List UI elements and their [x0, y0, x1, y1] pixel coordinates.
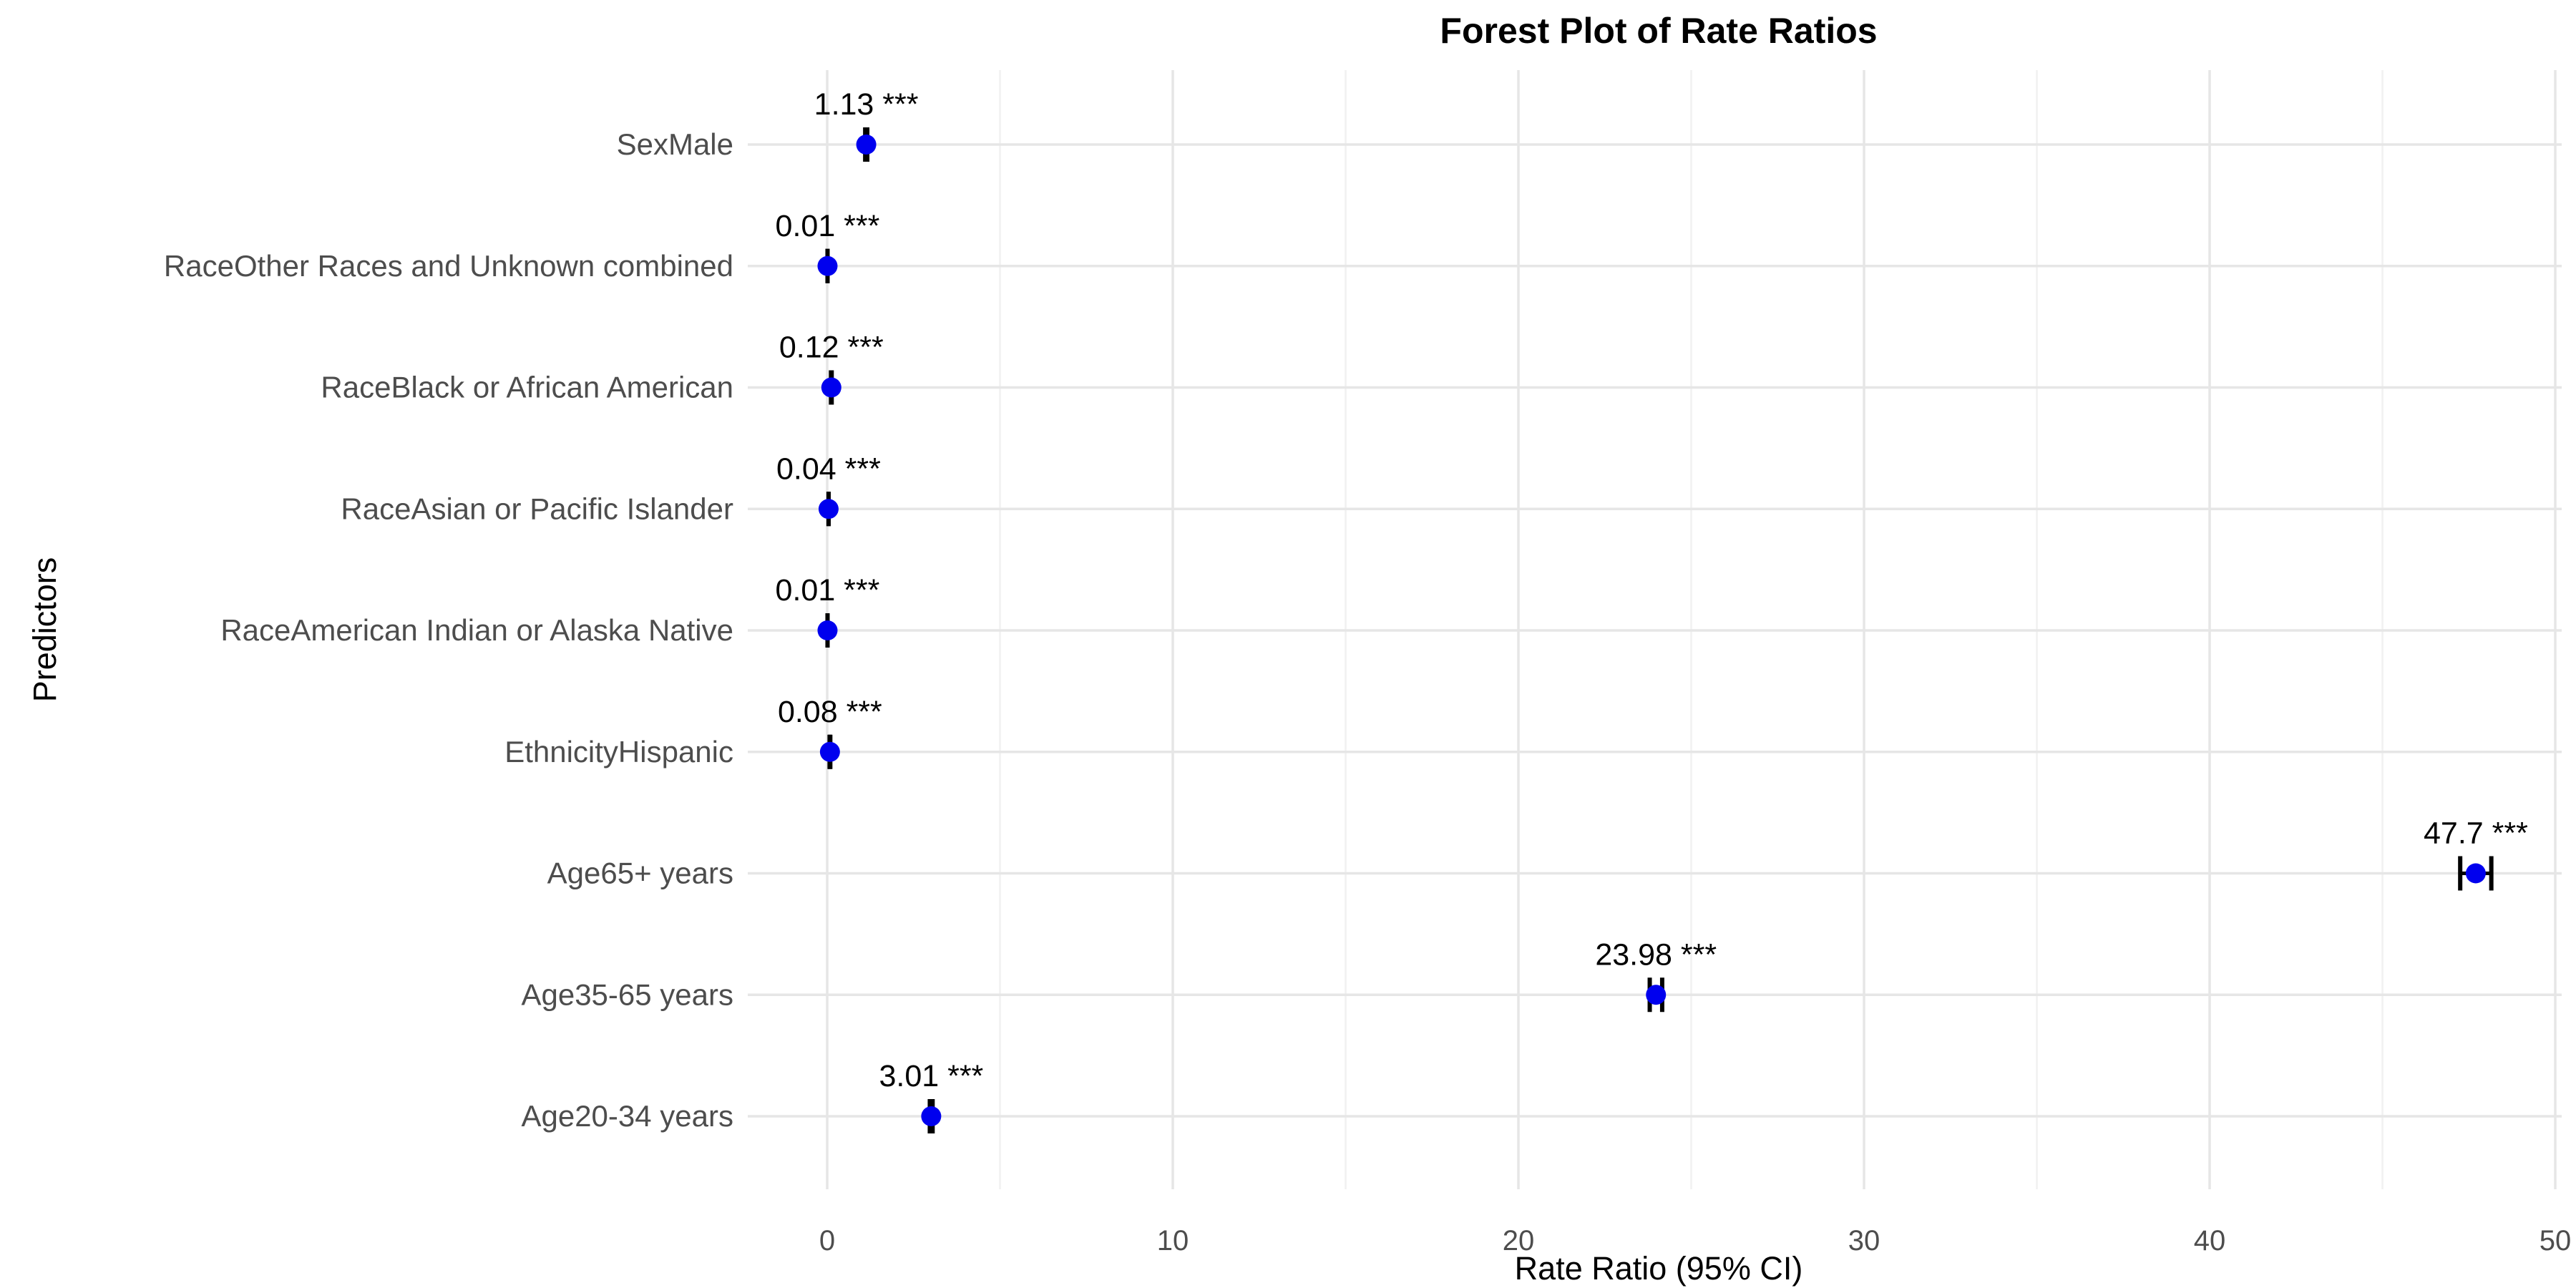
value-label: 0.12 ***: [779, 331, 884, 365]
value-label: 1.13 ***: [814, 87, 919, 122]
x-tick-label: 0: [819, 1225, 835, 1257]
value-label: 0.01 ***: [776, 209, 880, 243]
x-tick-label: 40: [2194, 1225, 2226, 1257]
category-label: EthnicityHispanic: [504, 735, 733, 769]
x-tick-labels: 0 10 20 30 40 50: [819, 1225, 2571, 1257]
x-tick-label: 50: [2540, 1225, 2572, 1257]
x-tick-label: 10: [1157, 1225, 1189, 1257]
x-tick-label: 30: [1848, 1225, 1880, 1257]
data-layer: [817, 127, 2494, 1133]
value-labels: 1.13 *** 0.01 *** 0.12 *** 0.04 *** 0.01 ***…: [776, 87, 2529, 1093]
value-label: 47.7 ***: [2424, 816, 2528, 851]
data-point: [2465, 863, 2486, 884]
x-tick-label: 20: [1503, 1225, 1535, 1257]
category-label: Age65+ years: [547, 857, 733, 890]
value-label: 23.98 ***: [1595, 937, 1717, 972]
data-point: [1646, 985, 1667, 1005]
data-point: [818, 499, 839, 519]
gridlines: [748, 70, 2562, 1189]
chart-title: Forest Plot of Rate Ratios: [1440, 11, 1877, 51]
category-label: SexMale: [617, 127, 733, 161]
category-labels: SexMale RaceOther Races and Unknown combi…: [164, 127, 733, 1133]
data-point: [821, 377, 841, 398]
data-point: [817, 620, 838, 640]
data-point: [817, 255, 838, 276]
value-label: 0.08 ***: [778, 695, 882, 729]
category-label: Age35-65 years: [521, 977, 733, 1011]
category-label: RaceAsian or Pacific Islander: [341, 492, 733, 525]
value-label: 0.04 ***: [776, 452, 881, 486]
category-label: RaceBlack or African American: [321, 371, 733, 404]
value-label: 3.01 ***: [879, 1059, 983, 1093]
category-label: RaceOther Races and Unknown combined: [164, 249, 733, 283]
x-axis-title: Rate Ratio (95% CI): [1515, 1250, 1803, 1287]
data-point: [819, 741, 840, 762]
y-axis-title: Predictors: [26, 557, 63, 703]
data-point: [856, 135, 877, 155]
category-label: RaceAmerican Indian or Alaska Native: [220, 613, 733, 647]
data-point: [921, 1106, 942, 1126]
category-label: Age20-34 years: [521, 1099, 733, 1133]
value-label: 0.01 ***: [776, 573, 880, 608]
